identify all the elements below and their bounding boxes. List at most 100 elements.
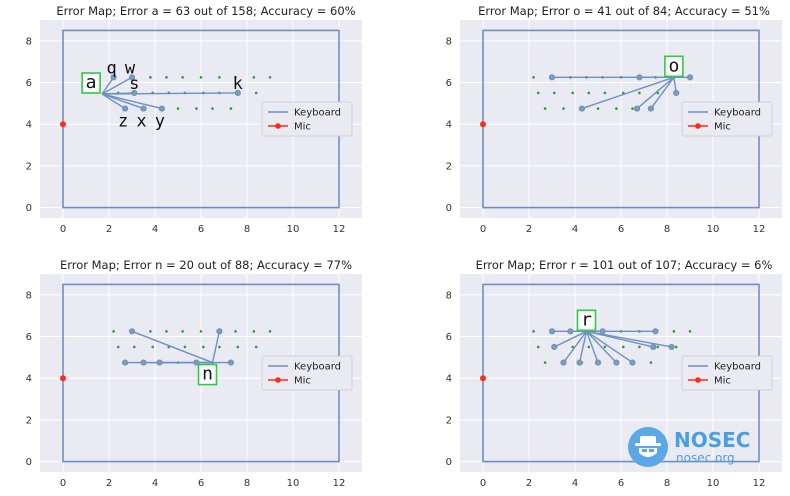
- x-tick-label: 2: [106, 478, 112, 489]
- error-line: [578, 331, 588, 363]
- legend: Keyboard Mic: [261, 101, 353, 137]
- key-position-dot: [236, 345, 240, 349]
- error-line: [553, 330, 587, 348]
- legend-mic-label: Mic: [294, 122, 311, 133]
- error-point: [686, 74, 694, 81]
- legend-box: [261, 101, 353, 137]
- x-tick-label: 12: [333, 478, 346, 489]
- legend-mic-label: Mic: [294, 376, 311, 387]
- key-position-dot: [176, 107, 180, 110]
- error-line: [101, 76, 115, 95]
- key-position-dot: [165, 76, 168, 79]
- error-key-label: k: [233, 74, 243, 94]
- x-tick-label: 8: [244, 224, 250, 235]
- legend: Keyboard Mic: [681, 355, 773, 391]
- error-point: [548, 328, 556, 335]
- error-point: [673, 89, 680, 97]
- x-tick-label: 4: [572, 478, 578, 489]
- error-point: [668, 343, 675, 351]
- legend-keyboard-label: Keyboard: [294, 362, 341, 373]
- chart-title: Error Map; Error n = 20 out of 88; Accur…: [60, 258, 352, 272]
- key-position-dot: [254, 345, 258, 349]
- error-key-label: x: [136, 112, 146, 132]
- x-tick-label: 6: [618, 478, 624, 489]
- y-tick-label: 0: [26, 203, 32, 214]
- chart-panel-2: 0 2 4 6 8 10 12 0 2 4 6 8 Error Map; Error o = 41 ou…: [446, 4, 782, 235]
- true-key-label: n: [202, 364, 213, 385]
- error-point: [128, 328, 136, 335]
- error-point: [216, 328, 223, 335]
- y-tick-label: 4: [26, 120, 32, 131]
- y-tick-label: 4: [446, 374, 452, 385]
- key-position-dot: [536, 91, 540, 95]
- key-position-dot: [252, 330, 256, 333]
- key-position-dot: [149, 330, 152, 333]
- y-tick-label: 8: [26, 36, 32, 47]
- key-position-dot: [229, 107, 233, 110]
- mic-point: [60, 375, 66, 382]
- y-tick-label: 8: [446, 290, 452, 301]
- legend: Keyboard Mic: [681, 101, 773, 137]
- true-key-box: [197, 363, 218, 386]
- x-tick-label: 10: [707, 478, 720, 489]
- key-position-dot: [562, 107, 565, 110]
- key-position-dot: [218, 76, 221, 79]
- key-position-dot: [218, 345, 221, 349]
- error-point: [131, 89, 138, 97]
- x-tick-label: 12: [753, 224, 766, 235]
- y-tick-label: 6: [26, 78, 32, 89]
- key-position-dot: [553, 91, 556, 95]
- error-line: [585, 331, 599, 363]
- key-position-dot: [202, 345, 205, 349]
- key-position-dot: [116, 345, 120, 349]
- y-tick-label: 6: [446, 332, 452, 343]
- key-position-dot: [536, 345, 540, 349]
- x-tick-label: 2: [106, 224, 112, 235]
- error-line: [562, 330, 588, 363]
- legend: Keyboard Mic: [261, 355, 353, 391]
- error-line: [581, 76, 675, 110]
- x-tick-label: 0: [60, 478, 66, 489]
- x-tick-label: 6: [198, 224, 204, 235]
- y-tick-label: 6: [26, 332, 32, 343]
- error-point: [629, 359, 636, 366]
- legend-mic-marker: [275, 377, 281, 383]
- error-point: [634, 105, 641, 112]
- y-tick-label: 0: [446, 203, 452, 214]
- x-tick-label: 0: [60, 224, 66, 235]
- chart-panel-1: 0 2 4 6 8 10 12 0 2 4 6 8 Error Map; Error a = 63 ou…: [26, 4, 362, 235]
- key-position-dot: [587, 345, 591, 349]
- x-tick-label: 2: [526, 478, 532, 489]
- error-point: [110, 74, 117, 81]
- y-tick-label: 4: [26, 374, 32, 385]
- legend-mic-label: Mic: [714, 376, 731, 387]
- error-point: [599, 328, 606, 335]
- error-point: [578, 105, 586, 112]
- true-key-box: [664, 55, 684, 78]
- key-position-dot: [234, 76, 237, 79]
- key-position-dot: [149, 76, 152, 79]
- error-point: [636, 74, 643, 81]
- x-tick-label: 4: [572, 224, 578, 235]
- error-point: [551, 343, 558, 351]
- chart-title: Error Map; Error o = 41 out of 84; Accur…: [478, 4, 770, 18]
- y-tick-label: 2: [26, 415, 32, 426]
- key-position-dot: [587, 91, 591, 95]
- error-line: [586, 330, 633, 364]
- legend-mic-marker: [695, 377, 701, 383]
- error-key-label: s: [129, 74, 139, 94]
- key-position-dot: [615, 107, 618, 110]
- key-position-dot: [112, 330, 115, 333]
- error-line: [101, 93, 126, 110]
- key-position-dot: [649, 361, 653, 364]
- x-tick-label: 10: [707, 224, 720, 235]
- x-tick-label: 8: [664, 478, 670, 489]
- error-key-label: y: [155, 112, 165, 132]
- key-position-dot: [181, 330, 184, 333]
- error-line: [585, 330, 617, 364]
- error-point: [122, 105, 129, 112]
- key-position-dot: [631, 107, 634, 110]
- chart-panel-3: 0 2 4 6 8 10 12 0 2 4 6 8 Error Map; Error n = 20 ou…: [26, 258, 362, 489]
- error-line: [101, 76, 133, 95]
- error-point: [156, 359, 163, 366]
